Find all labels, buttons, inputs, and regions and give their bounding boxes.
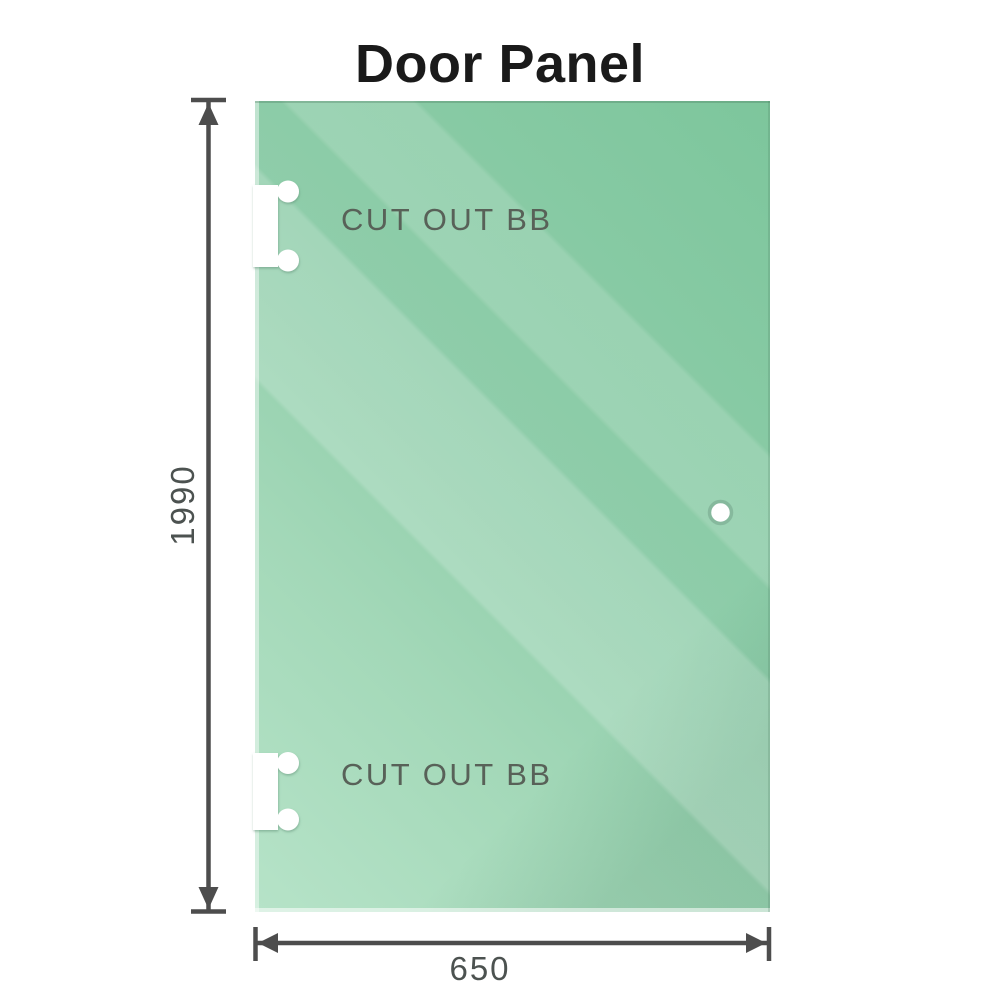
arrow-down-icon bbox=[198, 887, 219, 909]
glass-panel bbox=[255, 101, 770, 912]
height-dimension-label: 1990 bbox=[164, 464, 201, 546]
arrow-right-icon bbox=[746, 933, 766, 953]
width-dimension-label: 650 bbox=[449, 950, 511, 987]
page-title: Door Panel bbox=[354, 34, 646, 94]
cutout-bottom-label: CUT OUT BB bbox=[341, 757, 553, 792]
arrow-up-icon bbox=[198, 103, 219, 125]
arrow-left-icon bbox=[258, 933, 278, 953]
cutout-top-label: CUT OUT BB bbox=[341, 202, 553, 237]
